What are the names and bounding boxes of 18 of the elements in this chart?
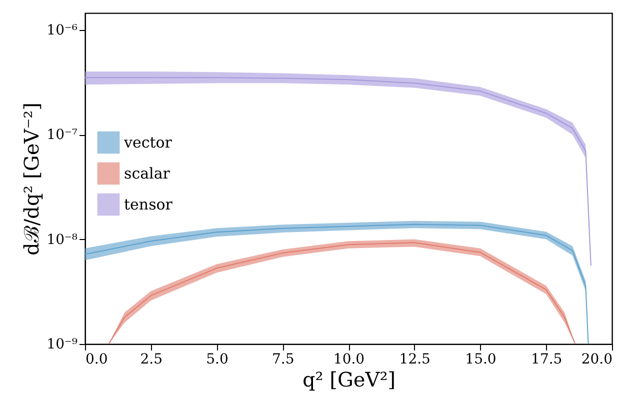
x-tick-label: 5.0 (206, 352, 228, 368)
legend-label: scalar (124, 164, 171, 182)
x-tick-label: 0.0 (86, 352, 108, 368)
y-tick-label: 10⁻⁸ (46, 232, 78, 248)
x-tick-label: 10.0 (333, 352, 365, 368)
y-tick-label: 10⁻⁹ (46, 336, 78, 352)
y-axis-title: dℬ/dq² [GeV⁻²] (20, 102, 44, 256)
x-tick-label: 15.0 (465, 352, 496, 368)
x-tick-label: 7.5 (272, 352, 294, 368)
x-tick-label: 12.5 (399, 352, 430, 368)
x-axis-title: q² [GeV²] (302, 368, 396, 392)
x-tick-label: 20.0 (581, 352, 612, 368)
legend-label: tensor (124, 196, 174, 214)
legend-label: vector (123, 134, 173, 152)
x-tick-label: 17.5 (531, 352, 562, 368)
y-tick-label: 10⁻⁶ (46, 22, 78, 38)
x-tick-label: 2.5 (140, 352, 163, 368)
y-tick-label: 10⁻⁷ (46, 127, 78, 144)
